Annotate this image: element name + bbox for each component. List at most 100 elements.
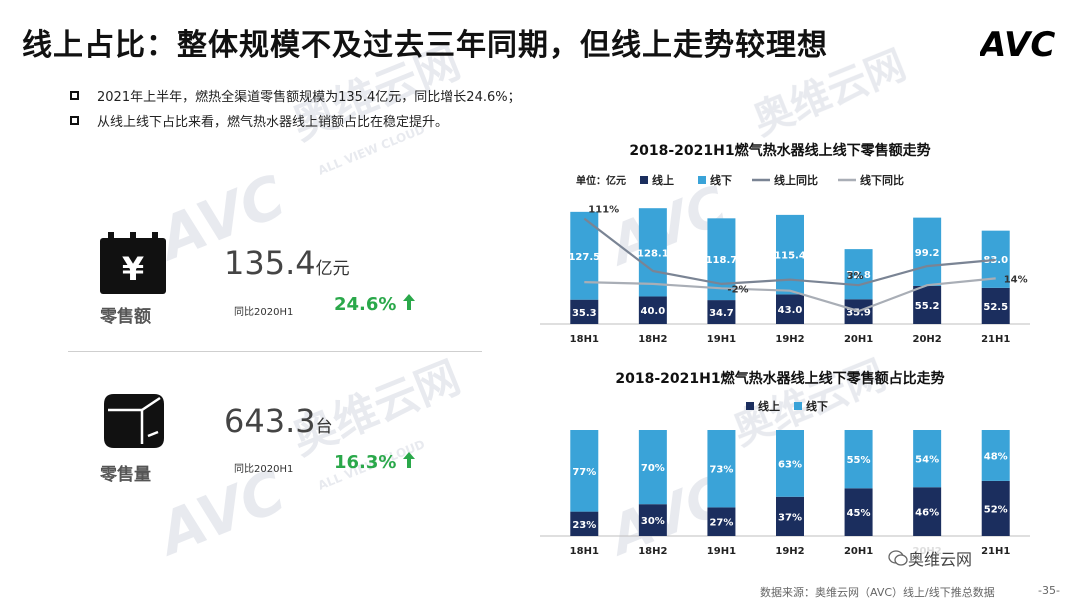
bar-online	[844, 488, 873, 536]
bullet-square-icon	[70, 91, 79, 100]
kpi-unit: 亿元	[315, 259, 350, 279]
bar-offline	[707, 430, 736, 508]
data-label-offline: 128.1	[637, 248, 669, 259]
data-label-online: 45%	[847, 508, 871, 519]
legend-swatch	[746, 402, 754, 410]
bar-offline	[844, 430, 873, 489]
legend-label: 线下	[710, 173, 732, 187]
data-label-offline: 63%	[778, 459, 802, 470]
chart1-title: 2018-2021H1燃气热水器线上线下零售额走势	[629, 143, 931, 159]
bar-offline	[844, 249, 873, 300]
bar-offline	[776, 430, 804, 497]
data-label-offline: 77%	[572, 467, 596, 478]
data-label-offline: 54%	[915, 455, 939, 466]
logo-text: AVC	[980, 25, 1055, 64]
line-offline-yoy	[584, 277, 996, 313]
bar-online	[570, 299, 599, 324]
data-label-online: 35.3	[572, 308, 597, 319]
kpi-yoy-label: 同比2020H1	[234, 464, 294, 475]
money-card-icon: ¥	[100, 232, 166, 294]
kpi-growth-value: 16.3%	[334, 452, 397, 473]
bar-offline	[638, 430, 667, 505]
legend-label: 线上	[652, 173, 674, 187]
bar-online	[570, 511, 599, 536]
kpi-growth-value: 24.6%	[334, 294, 397, 315]
kpi-value: 643.3台	[224, 402, 333, 440]
data-label-offline: 99.2	[915, 248, 940, 259]
kpi-number: 135.4	[224, 244, 316, 282]
legend-swatch	[794, 402, 802, 410]
data-label-offline: 118.7	[706, 255, 738, 266]
kpi-value: 135.4亿元	[224, 244, 350, 282]
kpi-yoy-label: 同比2020H1	[234, 307, 294, 318]
data-label-online: 55.2	[915, 301, 940, 312]
bar-online	[981, 480, 1010, 536]
data-label-online: 35.9	[846, 308, 871, 319]
data-label-online: 30%	[641, 516, 665, 527]
x-tick-label: 20H1	[844, 334, 873, 345]
data-label-offline: 115.4	[774, 251, 806, 262]
line-online-yoy	[583, 217, 996, 287]
x-tick-label: 20H1	[844, 546, 873, 557]
data-label-online: 43.0	[778, 305, 803, 316]
data-label-online: 27%	[709, 518, 733, 529]
bar-online	[776, 496, 804, 536]
wechat-watermark: 奥维云网	[884, 546, 977, 570]
bar-offline	[913, 430, 942, 488]
legend-label: 线下	[806, 399, 828, 413]
x-tick-label: 18H2	[638, 334, 667, 345]
line-data-label: 14%	[1004, 274, 1028, 285]
bullet-square-icon	[70, 116, 79, 125]
avc-logo: AVC	[980, 25, 1055, 64]
data-label-offline: 70%	[641, 463, 665, 474]
data-label-offline: 73%	[709, 465, 733, 476]
bar-online	[707, 507, 736, 536]
data-label-online: 52.5	[983, 302, 1008, 313]
x-tick-label: 18H1	[570, 546, 599, 557]
kpi-unit: 台	[315, 417, 333, 437]
bar-online	[707, 300, 736, 324]
arrow-up-icon	[402, 452, 415, 468]
box-icon	[104, 394, 164, 448]
line-data-label: 111%	[588, 205, 619, 216]
data-label-online: 40.0	[641, 306, 666, 317]
x-tick-label: 19H2	[775, 546, 804, 557]
bar-offline	[707, 218, 736, 301]
data-label-online: 52%	[984, 504, 1008, 515]
wechat-text: 奥维云网	[908, 550, 973, 569]
data-label-offline: 127.5	[568, 252, 600, 263]
chart2-share: 线上 线下 23% 77% 18H1 30% 70% 18H2 27% 73% 19H1 37% 63%…	[540, 399, 1030, 557]
data-label-online: 46%	[915, 508, 939, 519]
line-data-label: 3%	[847, 271, 864, 282]
page-title: 线上占比：整体规模不及过去三年同期，但线上走势较理想	[22, 28, 828, 63]
bar-offline	[638, 208, 667, 297]
footer-source: 数据来源：奥维云网（AVC）线上/线下推总数据	[760, 586, 995, 599]
bar-online	[776, 294, 804, 324]
data-label-offline: 72.8	[846, 270, 871, 281]
line-data-label: -2%	[727, 284, 748, 295]
bar-online	[638, 296, 667, 324]
x-tick-label: 19H1	[707, 334, 736, 345]
legend-swatch	[698, 176, 706, 184]
arrow-up-icon	[402, 294, 415, 310]
bar-online	[913, 487, 942, 536]
data-label-online: 37%	[778, 512, 802, 523]
kpi-number: 643.3	[224, 402, 316, 440]
x-tick-label: 18H1	[570, 334, 599, 345]
legend-label: 线下同比	[860, 173, 904, 187]
x-tick-label: 19H1	[707, 546, 736, 557]
chart1-retail-amount: 单位：亿元 线上 线下 线上同比 线下同比 35.3 127.5 18H1 40.0 128.1 1…	[540, 173, 1030, 345]
x-tick-label: 19H2	[775, 334, 804, 345]
bar-offline	[981, 430, 1010, 481]
yen-glyph: ¥	[122, 250, 144, 288]
data-label-online: 23%	[572, 520, 596, 531]
kpi-caption: 零售额	[100, 307, 151, 327]
kpi-growth: 24.6%	[334, 294, 415, 315]
kpi-caption: 零售量	[100, 465, 151, 485]
bar-offline	[570, 430, 599, 512]
bar-online	[913, 285, 942, 324]
bullet-item: 从线上线下占比来看，燃气热水器线上销额占比在稳定提升。	[70, 111, 448, 130]
legend-label: 线上同比	[774, 173, 818, 187]
bullet-text: 2021年上半年，燃热全渠道零售额规模为135.4亿元，同比增长24.6%；	[97, 90, 521, 105]
